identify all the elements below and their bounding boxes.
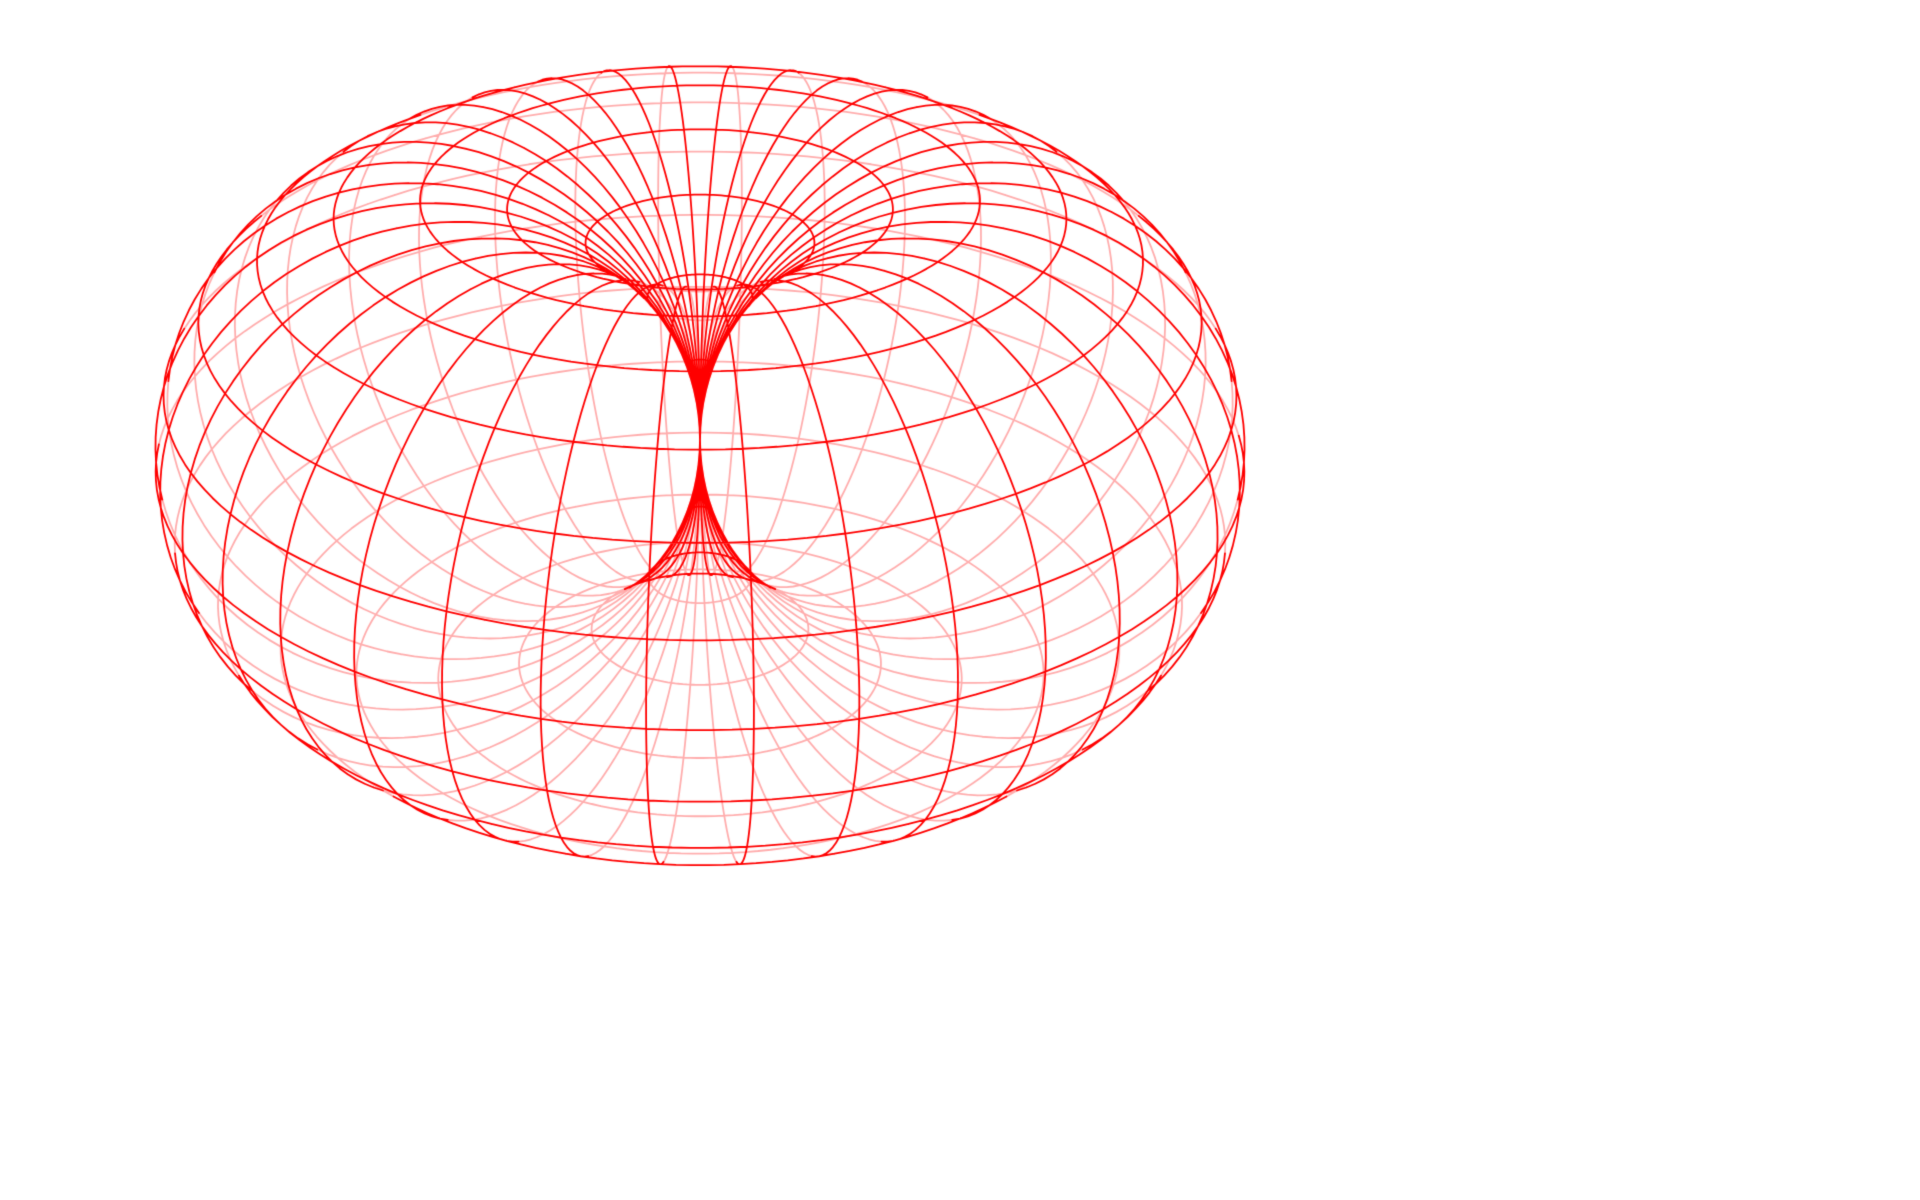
torus-wireframe-canvas bbox=[0, 0, 1920, 1200]
